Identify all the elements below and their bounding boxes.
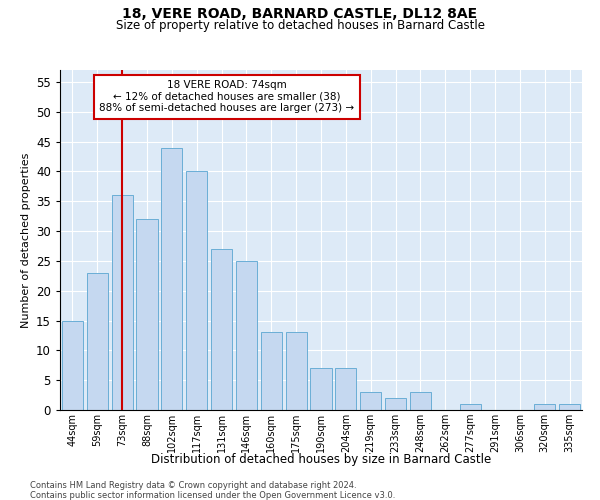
Bar xyxy=(87,273,108,410)
Bar xyxy=(310,368,332,410)
Text: Contains HM Land Registry data © Crown copyright and database right 2024.: Contains HM Land Registry data © Crown c… xyxy=(30,481,356,490)
Bar xyxy=(385,398,406,410)
Bar xyxy=(360,392,381,410)
Text: Distribution of detached houses by size in Barnard Castle: Distribution of detached houses by size … xyxy=(151,452,491,466)
Bar xyxy=(559,404,580,410)
Bar xyxy=(62,320,83,410)
Bar xyxy=(236,261,257,410)
Bar xyxy=(261,332,282,410)
Bar xyxy=(286,332,307,410)
Text: Size of property relative to detached houses in Barnard Castle: Size of property relative to detached ho… xyxy=(115,18,485,32)
Bar xyxy=(186,172,207,410)
Bar xyxy=(460,404,481,410)
Bar xyxy=(410,392,431,410)
Text: Contains public sector information licensed under the Open Government Licence v3: Contains public sector information licen… xyxy=(30,491,395,500)
Bar xyxy=(211,249,232,410)
Bar xyxy=(534,404,555,410)
Bar xyxy=(112,196,133,410)
Text: 18 VERE ROAD: 74sqm
← 12% of detached houses are smaller (38)
88% of semi-detach: 18 VERE ROAD: 74sqm ← 12% of detached ho… xyxy=(100,80,355,114)
Bar xyxy=(136,219,158,410)
Y-axis label: Number of detached properties: Number of detached properties xyxy=(20,152,31,328)
Text: 18, VERE ROAD, BARNARD CASTLE, DL12 8AE: 18, VERE ROAD, BARNARD CASTLE, DL12 8AE xyxy=(122,8,478,22)
Bar xyxy=(161,148,182,410)
Bar xyxy=(335,368,356,410)
